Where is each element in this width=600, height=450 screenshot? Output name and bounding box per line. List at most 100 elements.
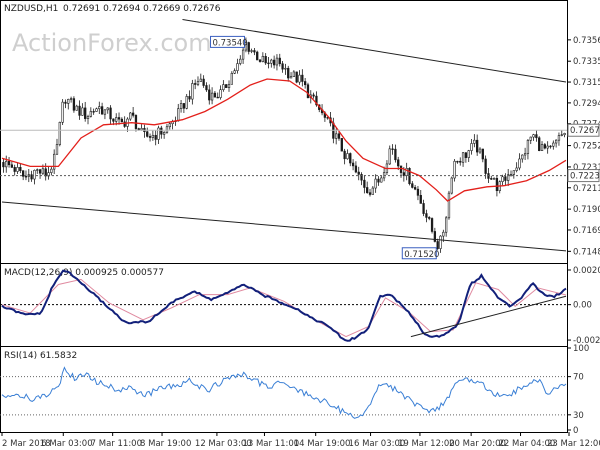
candle-body [540, 144, 544, 152]
rsi-line [1, 366, 567, 419]
last-price-label-box [567, 123, 600, 137]
candle-body [363, 179, 366, 188]
candle-body [188, 96, 191, 100]
time-axis-label: 23 Mar 12:00 [547, 439, 600, 449]
candle-body [295, 71, 298, 83]
candle-body [374, 178, 377, 189]
candle-body [289, 76, 293, 79]
candle-body [165, 126, 169, 133]
candle-body [281, 63, 284, 70]
candle-body [160, 127, 163, 135]
candle-body [366, 187, 369, 193]
frame-main [0, 0, 568, 264]
time-axis-label: 6 Mar 03:00 [41, 439, 92, 449]
candle-body [106, 107, 109, 111]
candle-body [478, 148, 482, 153]
candle-body [22, 170, 25, 177]
candle-body [10, 164, 14, 168]
candle-body [391, 148, 394, 150]
frame-rsi [0, 346, 568, 433]
candle-body [394, 148, 397, 161]
candle-body [196, 81, 200, 85]
moving-average-line [1, 78, 567, 202]
axis-labels: 0.735650.733550.731500.729450.727400.725… [1, 36, 600, 449]
price-axis-label: 0.72110 [573, 184, 600, 194]
extreme-price-label: 0.73540 [213, 38, 248, 48]
candle-body [64, 101, 67, 104]
candle-body [543, 144, 546, 149]
macd-plot [0, 269, 567, 342]
level-price-label-box [567, 169, 600, 183]
candle-body [436, 241, 439, 249]
candle-body [109, 107, 112, 120]
candle-body [430, 218, 434, 232]
candle-body [360, 174, 363, 181]
candle-body [182, 103, 186, 109]
candle-body [131, 112, 135, 116]
candle-body [225, 84, 228, 88]
candle-body [236, 63, 239, 71]
rsi-axis-label: 70 [573, 373, 584, 383]
candle-body [185, 96, 188, 109]
candle-body [467, 150, 470, 158]
candle-body [146, 131, 149, 137]
candle-body [504, 176, 507, 181]
candle-body [230, 72, 233, 85]
rsi-title: RSI(14) 61.5832 [4, 351, 77, 361]
candle-body [112, 118, 115, 122]
candle-body [560, 134, 563, 136]
candle-body [433, 231, 437, 242]
price-axis-label: 0.71485 [573, 247, 600, 257]
candle-body [33, 169, 36, 180]
candle-body [16, 167, 19, 172]
candle-body [304, 81, 307, 86]
candle-body [526, 140, 530, 154]
candle-body [244, 42, 248, 51]
candle-body [78, 105, 81, 116]
candle-body [501, 176, 504, 182]
time-axis-label: 16 Mar 03:00 [349, 439, 406, 449]
candle-body [473, 139, 476, 144]
candle-body [298, 74, 301, 83]
candle-body [154, 134, 157, 140]
candle-body [194, 83, 197, 85]
price-axis-label: 0.71695 [573, 226, 600, 236]
candle-body [123, 121, 126, 127]
time-axis-label: 8 Mar 19:00 [140, 439, 191, 449]
candle-body [258, 59, 262, 62]
candle-body [75, 105, 78, 111]
time-axis-label: 20 Mar 20:00 [449, 439, 506, 449]
candle-body [36, 169, 39, 171]
candle-body [179, 103, 183, 110]
time-axis-label: 14 Mar 19:00 [294, 439, 351, 449]
price-axis-label: 0.73355 [573, 57, 600, 67]
macd-line [1, 269, 567, 342]
candle-body [337, 133, 341, 139]
candle-body [419, 195, 422, 204]
candle-body [267, 62, 270, 65]
candle-body [306, 84, 310, 99]
candle-body [72, 98, 76, 111]
candle-body [546, 145, 549, 149]
candle-body [86, 116, 90, 119]
candle-body [69, 98, 73, 100]
chart-title: NZDUSD,H1 0.72691 0.72694 0.72669 0.7267… [4, 4, 221, 14]
candle-body [103, 109, 107, 115]
candle-body [301, 74, 304, 82]
last-price-label: 0.72676 [570, 126, 600, 136]
candle-body [261, 55, 264, 62]
rsi-axis-label: 100 [573, 344, 589, 354]
candle-body [529, 136, 532, 141]
candle-body [518, 158, 521, 169]
candle-body [163, 132, 166, 135]
candle-body [278, 57, 281, 65]
candle-body [490, 178, 493, 180]
candle-body [354, 165, 358, 173]
chart-title-symbol: NZDUSD,H1 [4, 4, 58, 14]
candle-body [41, 168, 45, 174]
time-axis-label: 12 Mar 03:00 [195, 439, 252, 449]
candle-body [270, 59, 273, 64]
candle-body [397, 159, 400, 167]
candle-body [563, 133, 566, 136]
